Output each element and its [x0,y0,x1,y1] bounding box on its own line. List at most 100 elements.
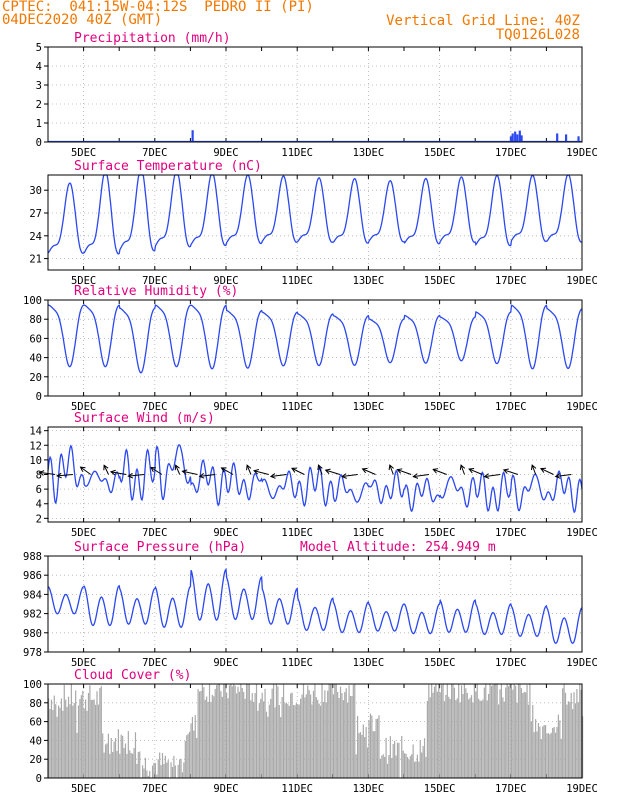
cloud-bar [409,756,411,778]
cloud-bar [381,755,383,778]
cloud-bar [251,693,253,778]
cloud-bar [517,684,520,778]
cloud-bar [218,684,221,778]
cloud-bar [186,735,188,778]
cloud-bar [124,743,127,778]
cloud-bar [542,726,544,778]
cloud-bar [433,686,436,778]
precip-bar [556,133,559,142]
cloud-bar [519,684,521,778]
cloud-bar [539,726,541,778]
cloud-bar [469,697,471,778]
cloud-bar [253,701,255,778]
wind-arrow-head [459,464,466,471]
cloud-bar [268,704,270,778]
cloud-bar [317,699,319,778]
cloud-bar [137,752,139,778]
x-tick-label: 13DEC [353,527,385,539]
wind-arrow-head [38,470,45,476]
cloud-bar [391,758,393,778]
cloud-bar [72,705,74,778]
cloud-bar [264,688,266,778]
y-tick-label: 10 [29,455,42,467]
x-tick-label: 13DEC [353,783,385,795]
x-tick-label: 5DEC [71,783,96,795]
cloud-bar [211,694,213,778]
wind-arrow [325,469,341,475]
precip-bar [577,136,580,142]
cloud-bar [214,688,216,778]
cloud-bar [394,740,396,778]
cloud-bar [529,684,531,778]
cloud-bar [466,692,468,778]
y-tick-label: 21 [29,254,42,266]
cloud-bar [298,704,300,778]
cloud-bar [255,684,258,778]
cloud-bar [82,690,84,778]
cloud-bar [217,684,219,778]
cloud-bar [384,756,386,778]
wind-arrow-head [291,467,298,473]
cloud-bar [406,757,409,778]
cloud-bar [285,702,288,778]
cloud-bar [319,705,322,778]
cloud-bar [261,692,263,778]
cloud-bar [526,684,528,778]
cloud-bar [149,770,151,778]
panel-frame [47,426,583,523]
cloud-bar [453,687,456,778]
cloud-bar [223,684,225,778]
cloud-bar [478,698,480,778]
cloud-bar [324,690,326,778]
cloud-bar [183,762,185,778]
y-tick-label: 30 [29,185,42,197]
cloud-bar [294,705,296,778]
cloud-bar [557,714,559,778]
cloud-bar [258,703,260,778]
x-tick-label: 11DEC [281,783,313,795]
cloud-bar [291,692,293,778]
cloud-bar [445,694,447,778]
cloud-bar [564,692,567,778]
y-tick-label: 0 [36,137,42,149]
cloud-bar [579,684,581,778]
cloud-bar [206,696,208,778]
panel-6: 0 20 40 60 80 100 5DEC 7DEC 9DEC 11DEC 13DEC 15DEC 1… [23,668,598,795]
cloud-bar [245,684,248,778]
cloud-bar [537,722,540,778]
cloud-bar [260,698,262,778]
cloud-bar [344,692,346,778]
x-tick-label: 13DEC [353,401,385,413]
cloud-bar [265,711,268,778]
cloud-bar [312,690,315,778]
cloud-bar [335,684,337,778]
cloud-bar [543,725,545,778]
cloud-bar [554,732,557,778]
cloud-bar [85,699,87,778]
panel-annotation: Model Altitude: 254.949 m [300,540,496,555]
cloud-bar [174,765,176,778]
cloud-bar [179,759,181,778]
wind-arrow-head [79,466,86,472]
cloud-bar [141,765,144,778]
cloud-bar [483,687,485,778]
y-tick-label: 5 [36,42,42,54]
cloud-bar [67,696,70,778]
wind-arrow [221,467,234,475]
series-line [47,567,583,645]
x-tick-label: 9DEC [213,275,238,287]
cloud-bar [57,705,60,778]
wind-arrow [433,468,447,475]
cloud-bar [90,699,92,778]
cloud-bar [210,701,212,778]
cloud-bar [204,699,206,778]
cloud-bar [398,742,400,778]
cloud-bar [553,726,555,778]
cloud-bar [416,754,419,778]
cloud-bar [411,754,413,778]
cloud-bar [112,751,114,778]
cloud-bar [515,685,517,778]
precip-bar [191,130,194,142]
cloud-bar [366,747,369,778]
cloud-bar [386,763,389,778]
